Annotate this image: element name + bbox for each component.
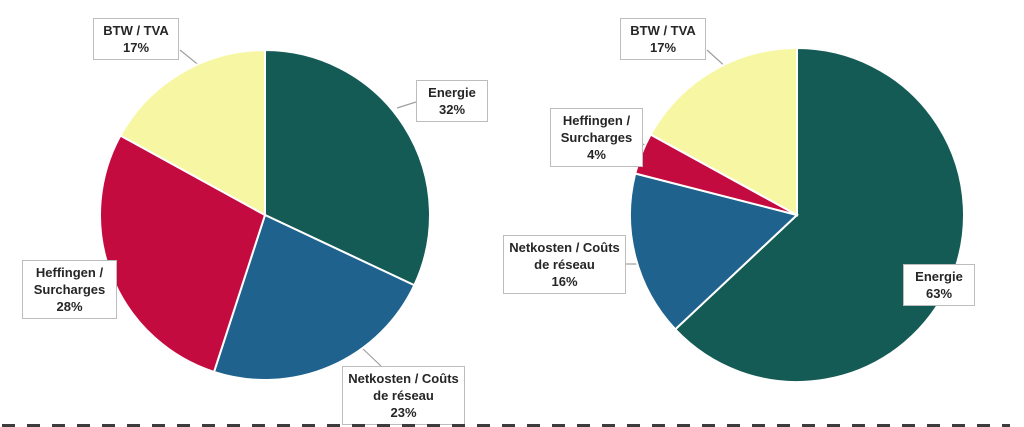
pie-slice-btw-tva: [119, 48, 266, 217]
callout-left-btw-tva: BTW / TVA 17%: [93, 18, 179, 60]
callout-left-netkosten: Netkosten / Coûts de réseau 23%: [342, 366, 465, 425]
callout-left-heffingen: Heffingen / Surcharges 28%: [22, 260, 117, 319]
callout-left-energie: Energie 32%: [416, 80, 488, 122]
pie-slice-netkosten-couts-de-reseau: [212, 213, 416, 381]
pie-slice-btw-tva: [649, 46, 798, 217]
right-pie: [629, 46, 965, 383]
callout-right-btw-tva: BTW / TVA 17%: [620, 18, 706, 60]
callout-right-netkosten: Netkosten / Coûts de réseau 16%: [503, 235, 626, 294]
callout-right-energie: Energie 63%: [903, 264, 975, 306]
pie-slice-energie: [264, 48, 431, 287]
cropped-dashed-line: [2, 424, 1010, 427]
leader-left-energie: [396, 101, 417, 109]
leader-left-netkosten: [361, 347, 382, 367]
left-pie: [99, 48, 431, 381]
callout-right-heffingen: Heffingen / Surcharges 4%: [550, 108, 643, 167]
pie-slice-netkosten-couts-de-reseau: [629, 172, 800, 331]
